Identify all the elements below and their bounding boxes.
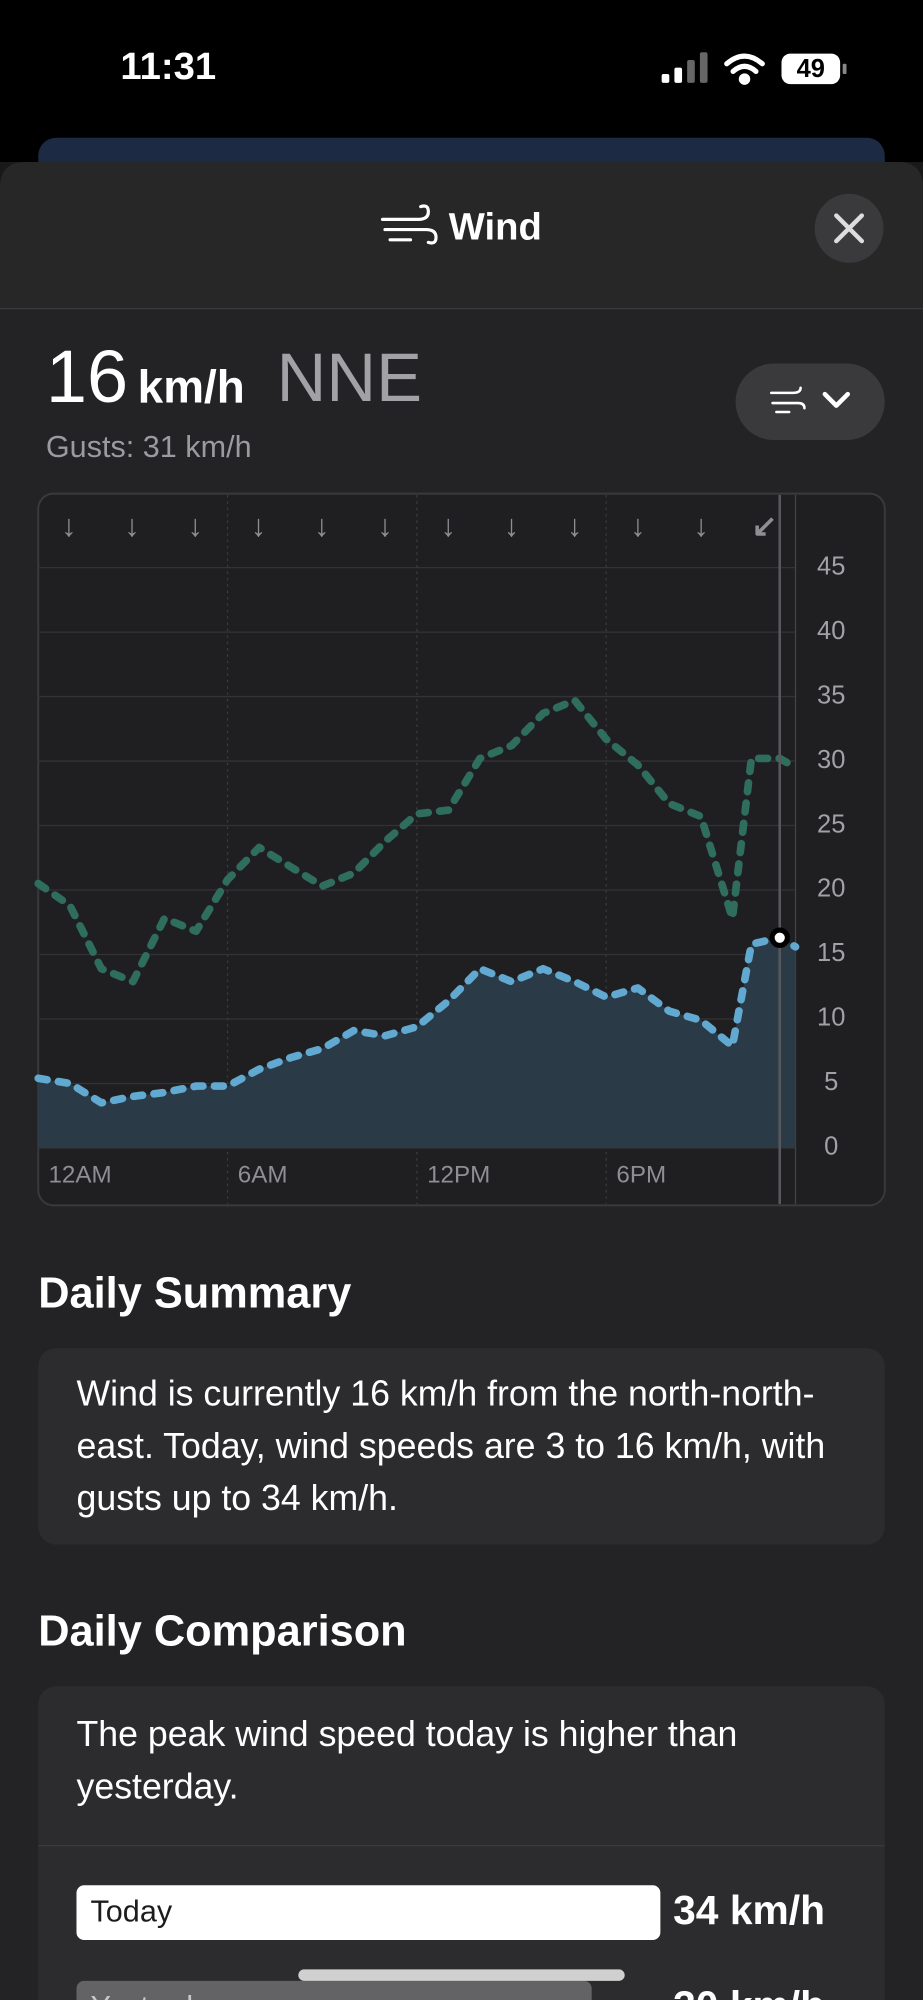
y-tick-label: 10	[817, 1004, 845, 1032]
direction-arrow: ↓	[694, 509, 709, 543]
summary-card	[38, 1348, 885, 1545]
direction-arrow: ↓	[124, 509, 139, 543]
close-button[interactable]	[814, 193, 884, 263]
comparison-chart: Today 34 km/h Yesterday 30 km/h	[76, 1885, 825, 2000]
x-tick-label: 12AM	[48, 1161, 111, 1188]
wifi-icon	[724, 53, 765, 85]
current-gusts: Gusts: 31 km/h	[46, 430, 252, 464]
series-line	[34, 933, 800, 1107]
y-tick-label: 15	[817, 939, 845, 967]
y-tick-label: 25	[817, 810, 845, 838]
sheet-title: Wind	[449, 206, 542, 249]
current-direction: NNE	[277, 339, 422, 416]
battery-tip	[842, 63, 847, 74]
now-marker	[769, 927, 790, 948]
y-tick-label: 35	[817, 681, 845, 709]
series-line	[34, 696, 800, 986]
direction-arrow: ↙	[752, 509, 778, 543]
sheet-header	[0, 161, 923, 309]
direction-arrow: ↓	[61, 509, 76, 543]
area	[38, 937, 796, 1148]
battery-level: 49	[797, 55, 825, 83]
status-time: 11:31	[120, 45, 216, 88]
comparison-value: 30 km/h	[673, 1983, 825, 2000]
direction-arrow: ↓	[314, 509, 329, 543]
home-indicator	[298, 1969, 625, 1981]
y-tick-label: 30	[817, 746, 845, 774]
direction-arrow: ↓	[567, 509, 582, 543]
comparison-title: Daily Comparison	[38, 1607, 406, 1655]
y-tick-label: 20	[817, 875, 845, 903]
battery-icon	[781, 53, 841, 85]
y-tick-label: 5	[824, 1068, 838, 1096]
comparison-bar	[76, 1980, 592, 2000]
comparison-bar	[76, 1885, 661, 1941]
y-tick-label: 45	[817, 552, 845, 580]
direction-arrow: ↓	[504, 509, 519, 543]
chart: 0 5 10 15 20 25 30 35 40 45 12AM 6AM 12PM 6PM ↓ ↓ ↓ ↓ ↓ ↓ ↓ ↓…	[34, 494, 845, 1205]
summary-text: Wind is currently 16 km/h from the north…	[76, 1373, 826, 1518]
summary-title: Daily Summary	[38, 1269, 351, 1317]
comparison-text: The peak wind speed today is higher than…	[76, 1714, 738, 1807]
comparison-label: Today	[91, 1894, 173, 1928]
direction-arrow: ↓	[441, 509, 456, 543]
wind-icon	[380, 204, 438, 245]
x-tick-label: 12PM	[427, 1161, 490, 1188]
comparison-text-box: The peak wind speed today is higher than…	[76, 1714, 738, 1807]
direction-arrow: ↓	[251, 509, 266, 543]
direction-arrow: ↓	[377, 509, 392, 543]
comparison-label: Yesterday	[91, 1990, 227, 2000]
comparison-value: 34 km/h	[673, 1887, 825, 1933]
x-tick-label: 6AM	[238, 1161, 288, 1188]
summary-text-box: Wind is currently 16 km/h from the north…	[76, 1373, 826, 1518]
x-tick-label: 6PM	[616, 1161, 666, 1188]
current-speed: 16	[46, 335, 128, 418]
y-tick-label: 40	[817, 617, 845, 645]
direction-arrow: ↓	[188, 509, 203, 543]
y-tick-label: 0	[824, 1133, 838, 1161]
signal-icon	[661, 52, 708, 83]
chart-type-dropdown[interactable]	[735, 363, 885, 441]
current-unit: km/h	[138, 360, 245, 412]
direction-arrow: ↓	[630, 509, 645, 543]
